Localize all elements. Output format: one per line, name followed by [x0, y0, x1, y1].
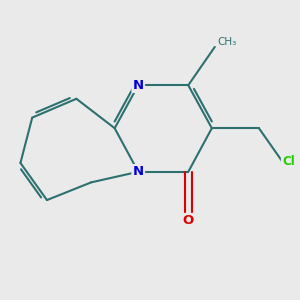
Text: N: N — [133, 165, 144, 178]
Text: CH₃: CH₃ — [218, 37, 237, 47]
Text: N: N — [133, 79, 144, 92]
Text: Cl: Cl — [282, 155, 295, 168]
Text: O: O — [183, 214, 194, 227]
